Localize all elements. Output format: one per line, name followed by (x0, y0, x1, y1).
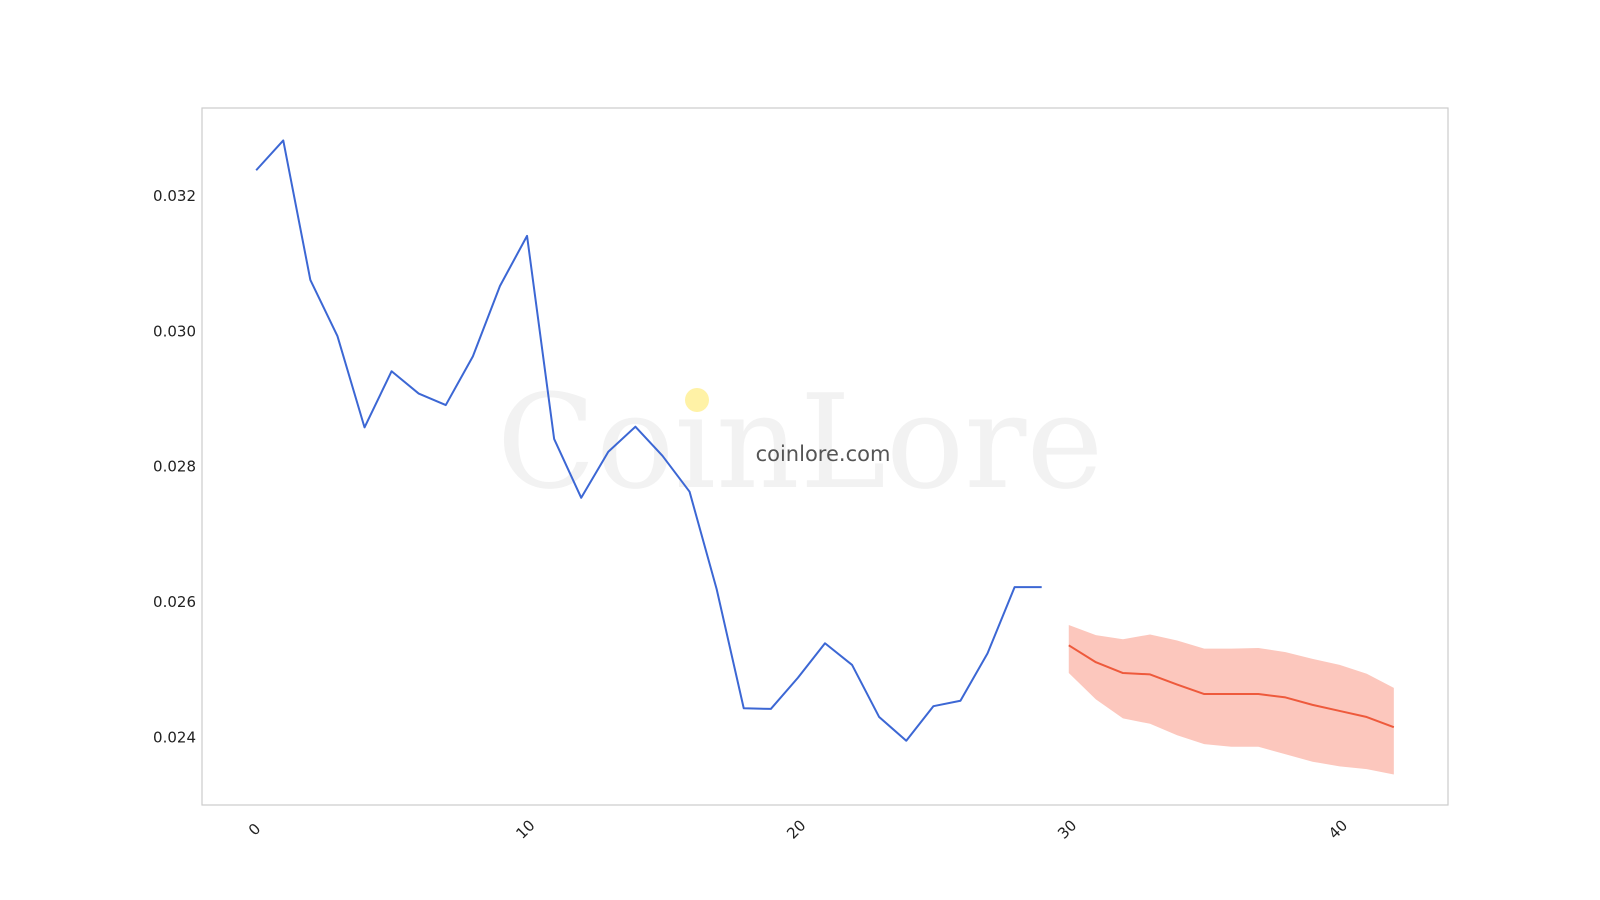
y-tick-label: 0.028 (153, 458, 196, 476)
watermark-dot (685, 388, 709, 412)
x-tick-label: 10 (512, 816, 538, 842)
y-axis-ticks: 0.024 0.026 0.028 0.030 0.032 (153, 187, 196, 746)
forecast-price-line (1068, 644, 1395, 729)
forecast-confidence-band (1068, 624, 1394, 775)
forecast-band-layer (1068, 624, 1394, 775)
x-tick-label: 30 (1054, 816, 1080, 842)
watermark-brand: CoinLore (497, 366, 1104, 518)
watermark: CoinLore coinlore.com (497, 366, 1104, 518)
history-price-line (255, 139, 1042, 742)
y-tick-label: 0.032 (153, 187, 196, 205)
x-tick-label: 20 (783, 816, 809, 842)
series-layer (255, 139, 1395, 742)
plot-frame (201, 107, 1449, 806)
y-tick-label: 0.026 (153, 593, 196, 611)
x-tick-label: 0 (245, 820, 264, 839)
x-tick-label: 40 (1325, 816, 1351, 842)
x-axis-ticks: 0 10 20 30 40 (245, 816, 1351, 842)
y-tick-label: 0.030 (153, 322, 196, 340)
watermark-site: coinlore.com (756, 442, 891, 466)
y-tick-label: 0.024 (153, 728, 196, 746)
